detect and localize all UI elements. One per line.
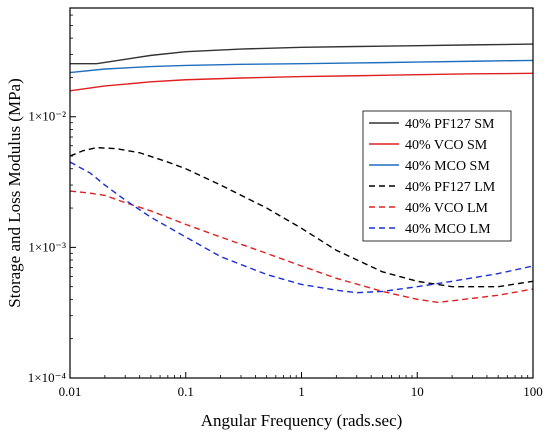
series-line-2 <box>69 72 534 92</box>
x-tick-label: 10 <box>411 384 424 399</box>
x-tick-label: 0.01 <box>59 384 82 399</box>
y-tick-label: 1×10⁻³ <box>28 239 66 254</box>
y-tick-label: 1×10⁻² <box>28 109 66 124</box>
legend-label: 40% VCO LM <box>405 201 489 216</box>
series-line-3 <box>69 59 534 74</box>
legend-label: 40% PF127 SM <box>405 117 495 132</box>
series-line-6 <box>69 161 534 294</box>
x-tick-label: 0.1 <box>178 384 194 399</box>
y-axis-label: Storage and Loss Modulus (MPa) <box>5 78 24 307</box>
x-tick-label: 1 <box>298 384 305 399</box>
series-layer <box>69 43 534 303</box>
x-tick-label: 100 <box>523 384 543 399</box>
y-tick-label: 1×10⁻⁴ <box>28 370 67 385</box>
legend: 40% PF127 SM 40% VCO SM 40% MCO SM 40% PF12… <box>362 110 512 242</box>
series-line-5 <box>69 190 534 303</box>
legend-label: 40% MCO LM <box>405 222 491 237</box>
legend-label: 40% VCO SM <box>405 138 488 153</box>
ticks-layer: 0.01 0.1 1 10 100 1×10⁻⁴ 1×10⁻³ 1×10⁻² <box>28 14 543 399</box>
legend-box <box>362 110 512 242</box>
legend-label: 40% MCO SM <box>405 159 490 174</box>
legend-label: 40% PF127 LM <box>405 180 496 195</box>
series-line-1 <box>70 43 534 65</box>
x-axis-label: Angular Frequency (rads.sec) <box>201 411 403 430</box>
series-line-4 <box>69 146 534 288</box>
